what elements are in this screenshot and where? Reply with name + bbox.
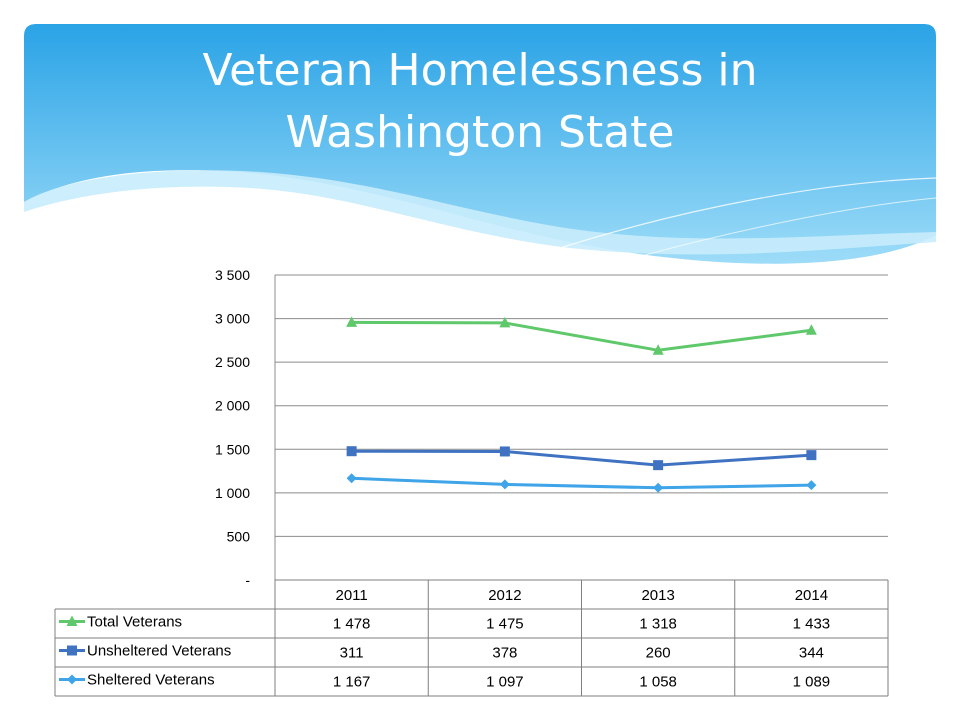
y-tick-label: - bbox=[245, 572, 250, 588]
sheltered-veterans-point bbox=[499, 479, 510, 490]
banner-wave-line bbox=[559, 177, 937, 249]
banner-wave-line-2 bbox=[619, 197, 937, 263]
unsheltered-veterans-line bbox=[351, 449, 812, 467]
title-line-2: Washington State bbox=[285, 107, 675, 158]
sheltered-veterans-table-value: 1 167 bbox=[333, 674, 371, 691]
y-tick-label: 3 500 bbox=[215, 267, 250, 283]
unsheltered-veterans-legend-label: Unsheltered Veterans bbox=[87, 643, 231, 660]
y-tick-label: 500 bbox=[227, 528, 251, 544]
sheltered-veterans-table-value: 1 058 bbox=[639, 674, 677, 691]
total-veterans-point bbox=[499, 316, 511, 328]
x-category-label: 2012 bbox=[488, 587, 521, 604]
total-veterans-point bbox=[652, 344, 664, 355]
y-tick-label: 1 000 bbox=[215, 485, 250, 501]
banner-background bbox=[24, 24, 936, 264]
sheltered-veterans-point bbox=[806, 480, 817, 491]
unsheltered-veterans-point bbox=[653, 460, 664, 471]
sheltered-veterans-table-value: 1 097 bbox=[486, 674, 524, 691]
total-veterans-table-value: 1 318 bbox=[639, 616, 677, 633]
title-line-1: Veteran Homelessness in bbox=[202, 45, 758, 96]
unsheltered-veterans-table-value: 260 bbox=[646, 645, 671, 662]
x-category-label: 2013 bbox=[641, 587, 674, 604]
total-veterans-point bbox=[805, 324, 817, 335]
x-category-label: 2011 bbox=[335, 587, 367, 604]
sheltered-veterans-legend-marker bbox=[67, 674, 77, 685]
slide-title: Veteran Homelessness in Washington State bbox=[24, 40, 936, 164]
y-tick-label: 3 000 bbox=[215, 311, 250, 327]
unsheltered-veterans-point bbox=[499, 446, 510, 457]
unsheltered-veterans-legend-marker bbox=[67, 645, 77, 656]
y-tick-label: 2 500 bbox=[215, 354, 250, 370]
total-veterans-legend-label: Total Veterans bbox=[87, 614, 182, 631]
sheltered-veterans-point bbox=[653, 482, 664, 493]
x-category-label: 2014 bbox=[795, 587, 828, 604]
sheltered-veterans-table-value: 1 089 bbox=[793, 674, 831, 691]
unsheltered-veterans-table-value: 344 bbox=[799, 645, 824, 662]
total-veterans-line bbox=[351, 320, 812, 352]
unsheltered-veterans-point bbox=[806, 450, 817, 461]
banner-wave-light bbox=[24, 170, 936, 255]
unsheltered-veterans-table-value: 378 bbox=[492, 645, 517, 662]
total-veterans-table-value: 1 475 bbox=[486, 616, 524, 633]
unsheltered-veterans-point bbox=[346, 446, 357, 457]
y-tick-label: 1 500 bbox=[215, 441, 250, 457]
sheltered-veterans-point bbox=[346, 473, 357, 484]
total-veterans-table-value: 1 433 bbox=[793, 616, 831, 633]
total-veterans-legend-marker bbox=[66, 615, 78, 626]
sheltered-veterans-line bbox=[351, 476, 812, 490]
total-veterans-table-value: 1 478 bbox=[333, 616, 371, 633]
sheltered-veterans-legend-label: Sheltered Veterans bbox=[87, 672, 215, 689]
unsheltered-veterans-table-value: 311 bbox=[340, 645, 364, 662]
y-tick-label: 2 000 bbox=[215, 398, 250, 414]
title-banner bbox=[24, 24, 937, 264]
total-veterans-point bbox=[346, 316, 358, 327]
